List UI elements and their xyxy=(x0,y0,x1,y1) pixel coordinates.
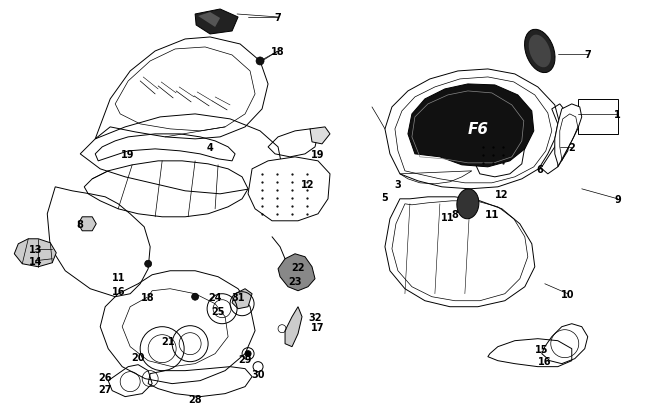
Text: 12: 12 xyxy=(495,190,508,199)
Polygon shape xyxy=(472,128,525,177)
Polygon shape xyxy=(248,158,330,221)
Polygon shape xyxy=(408,85,534,167)
Circle shape xyxy=(145,260,151,268)
Text: 18: 18 xyxy=(271,47,285,57)
Polygon shape xyxy=(278,254,315,291)
Text: 32: 32 xyxy=(308,312,322,322)
Polygon shape xyxy=(285,307,302,347)
Polygon shape xyxy=(198,13,220,28)
Text: 15: 15 xyxy=(535,344,549,354)
Ellipse shape xyxy=(528,36,551,68)
Polygon shape xyxy=(578,100,618,134)
Text: 19: 19 xyxy=(122,149,135,160)
Text: 20: 20 xyxy=(131,352,145,362)
Text: 17: 17 xyxy=(311,322,325,332)
Text: 9: 9 xyxy=(614,194,621,204)
Polygon shape xyxy=(78,217,96,231)
Text: 3: 3 xyxy=(395,179,401,190)
Ellipse shape xyxy=(525,30,555,73)
Text: 14: 14 xyxy=(29,256,42,266)
Text: 29: 29 xyxy=(239,354,252,364)
Text: 22: 22 xyxy=(291,262,305,272)
Text: 4: 4 xyxy=(207,143,213,153)
Text: 27: 27 xyxy=(98,384,112,394)
Text: 7: 7 xyxy=(275,13,281,23)
Circle shape xyxy=(192,294,199,301)
Text: 1: 1 xyxy=(614,110,621,119)
Text: 18: 18 xyxy=(141,292,155,302)
Text: 8: 8 xyxy=(452,209,458,219)
Polygon shape xyxy=(385,70,560,190)
Text: 8: 8 xyxy=(77,219,84,229)
Text: 10: 10 xyxy=(561,289,575,299)
Text: 26: 26 xyxy=(98,372,112,382)
Polygon shape xyxy=(195,10,238,35)
Polygon shape xyxy=(232,289,252,309)
Polygon shape xyxy=(555,104,582,167)
Text: F6: F6 xyxy=(467,122,488,137)
Text: 6: 6 xyxy=(536,164,543,175)
Text: 31: 31 xyxy=(231,292,245,302)
Text: 28: 28 xyxy=(188,394,202,404)
Text: 11: 11 xyxy=(485,209,499,219)
Text: 16: 16 xyxy=(538,356,552,366)
Polygon shape xyxy=(310,128,330,145)
Text: 16: 16 xyxy=(111,286,125,296)
Text: 12: 12 xyxy=(301,179,315,190)
Text: 21: 21 xyxy=(161,336,175,346)
Polygon shape xyxy=(385,197,535,307)
Text: 25: 25 xyxy=(211,306,225,316)
Text: 19: 19 xyxy=(311,149,325,160)
Text: 11: 11 xyxy=(441,212,454,222)
Circle shape xyxy=(245,351,251,357)
Text: 5: 5 xyxy=(382,192,388,202)
Text: 7: 7 xyxy=(584,50,591,60)
Text: 30: 30 xyxy=(252,369,265,379)
Text: 13: 13 xyxy=(29,244,42,254)
Text: 2: 2 xyxy=(568,143,575,153)
Polygon shape xyxy=(14,239,57,267)
Ellipse shape xyxy=(457,190,479,219)
Circle shape xyxy=(256,58,264,66)
Text: 11: 11 xyxy=(111,272,125,282)
Text: 24: 24 xyxy=(209,292,222,302)
Text: 23: 23 xyxy=(289,276,302,286)
